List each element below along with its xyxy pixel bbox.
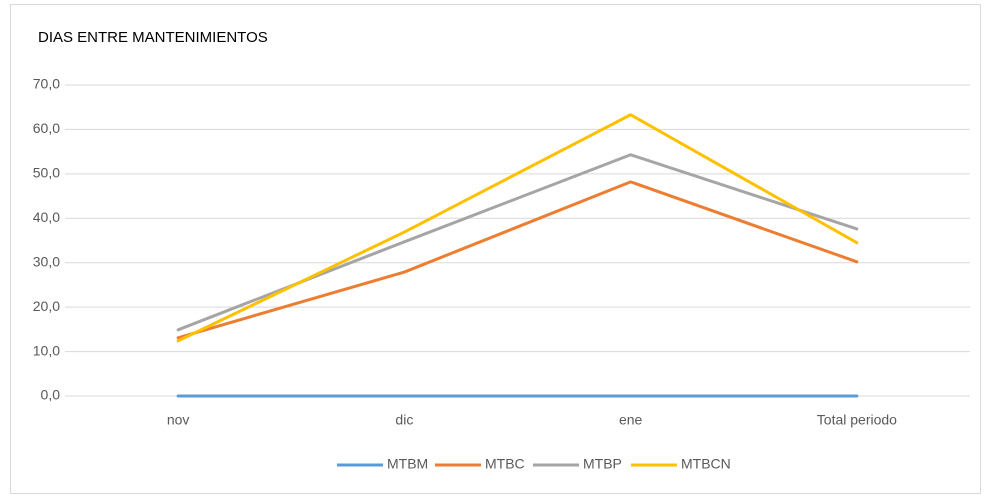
series-line — [176, 180, 859, 340]
legend-label: MTBC — [485, 456, 525, 472]
x-tick-label: dic — [395, 412, 413, 428]
y-tick-label: 60,0 — [33, 120, 60, 136]
y-tick-label: 40,0 — [33, 209, 60, 225]
x-tick-label: ene — [619, 412, 643, 428]
legend-label: MTBM — [387, 456, 428, 472]
legend-label: MTBP — [583, 456, 622, 472]
y-tick-label: 50,0 — [33, 165, 60, 181]
legend-label: MTBCN — [681, 456, 731, 472]
y-tick-label: 70,0 — [33, 76, 60, 92]
y-tick-label: 0,0 — [41, 387, 61, 403]
y-tick-label: 10,0 — [33, 342, 60, 358]
y-tick-label: 20,0 — [33, 298, 60, 314]
series-line — [176, 113, 859, 343]
chart-title: DIAS ENTRE MANTENIMIENTOS — [38, 29, 268, 46]
x-tick-label: Total periodo — [817, 412, 897, 428]
y-tick-label: 30,0 — [33, 253, 60, 269]
x-tick-label: nov — [167, 412, 190, 428]
